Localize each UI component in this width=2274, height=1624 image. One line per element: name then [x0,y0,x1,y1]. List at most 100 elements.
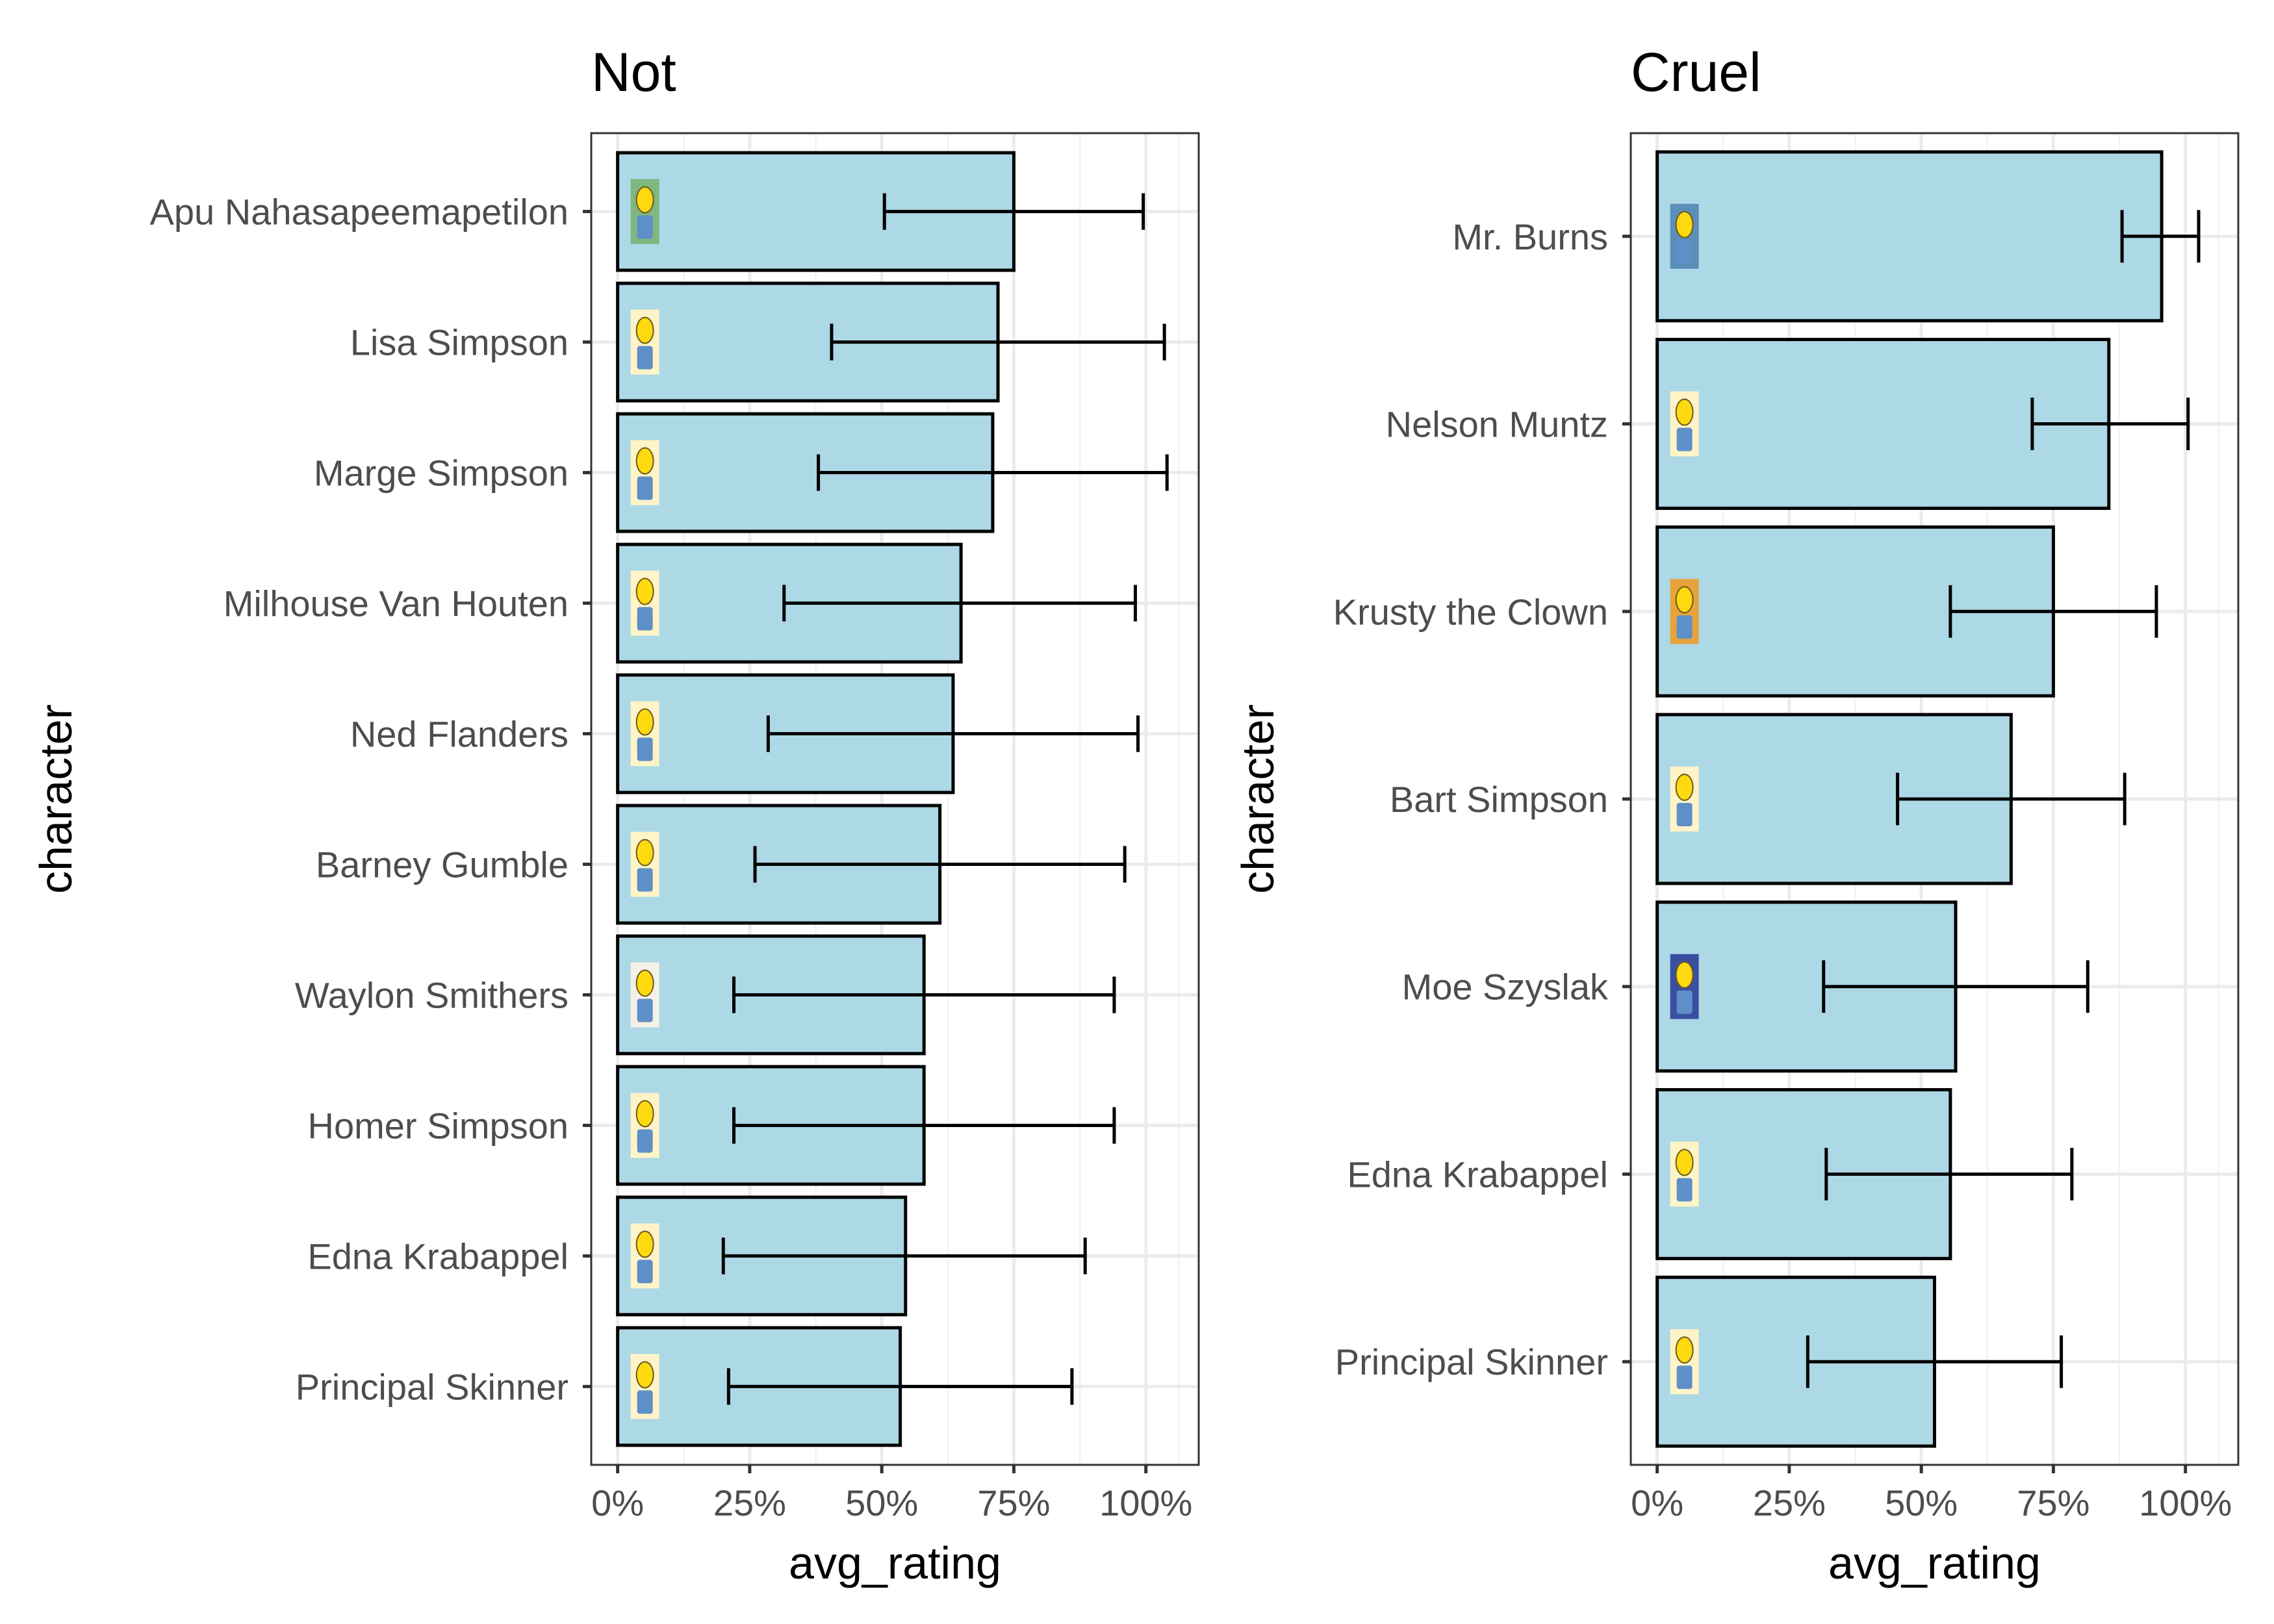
icon-head [1675,586,1694,614]
error-bar [1824,1148,2074,1200]
y-tick-label: Krusty the Clown [1333,591,1608,632]
icon-body [637,607,653,631]
error-bar [766,715,1140,752]
icon-body [1676,803,1693,826]
x-tick-label: 0% [1631,1482,1683,1523]
y-tick-label: Milhouse Van Houten [224,583,568,624]
error-bar [2030,398,2190,450]
y-tick-label: Ned Flanders [350,714,568,755]
y-tick-label: Principal Skinner [296,1366,568,1407]
y-tick-label: Edna Krabappel [1347,1154,1608,1195]
icon-head [635,1230,654,1258]
error-bar [721,1237,1087,1275]
y-tick-label: Lisa Simpson [350,322,568,363]
panel-title: Not [591,42,676,103]
icon-body [637,476,653,500]
panel-border [590,132,1200,1466]
error-bar [2120,210,2201,263]
x-tick-label: 50% [845,1482,918,1523]
error-bar [830,324,1166,361]
icon-head [635,186,654,214]
homer-simpson-icon [630,1093,659,1158]
y-axis-title: character [1233,704,1283,894]
x-tick-label: 25% [1753,1482,1826,1523]
nelson-muntz-icon [1670,391,1699,457]
error-bar [1806,1335,2063,1388]
icon-head [1675,1148,1694,1176]
error-bar [1822,960,2089,1013]
x-axis-title: avg_rating [1828,1538,2041,1588]
x-tick-label: 100% [1099,1482,1192,1523]
y-tick-label: Waylon Smithers [295,974,568,1015]
error-bar [882,193,1145,230]
icon-head [635,969,654,997]
krusty-the-clown-icon [1670,579,1699,644]
x-axis-title: avg_rating [789,1538,1001,1588]
bar-mr-burns [1655,150,2164,323]
icon-head [1675,1336,1694,1364]
x-tick-label: 100% [2139,1482,2232,1523]
icon-head [1675,961,1694,989]
principal-skinner-icon [1670,1329,1699,1395]
error-bar [753,846,1127,883]
y-tick-label: Nelson Muntz [1386,404,1608,445]
x-tick-label: 0% [591,1482,644,1523]
icon-head [635,1100,654,1128]
icon-body [637,737,653,761]
y-tick-label: Mr. Burns [1452,216,1608,257]
principal-skinner-icon [630,1354,659,1419]
moe-szyslak-icon [1670,954,1699,1019]
edna-krabappel-icon [630,1223,659,1289]
y-tick-label: Marge Simpson [314,453,568,494]
y-tick-label: Homer Simpson [308,1105,568,1146]
y-tick-label: Apu Nahasapeemapetilon [150,192,568,233]
bart-simpson-icon [1670,767,1699,831]
error-bar [732,976,1116,1013]
y-tick-label: Edna Krabappel [307,1236,568,1276]
mr-burns-icon [1670,203,1699,269]
icon-body [1676,240,1693,264]
waylon-smithers-icon [630,962,659,1028]
apu-icon [630,179,659,244]
chart-panel-not: Apu Nahasapeemapetilon Lisa Simpson Marge … [31,42,1200,1588]
y-tick-label: Moe Szyslak [1402,967,1609,1008]
icon-head [635,839,654,867]
icon-head [1675,398,1694,426]
marge-simpson-icon [630,440,659,505]
barney-gumble-icon [630,831,659,897]
icon-body [1676,1365,1693,1389]
panel-title: Cruel [1631,42,1761,103]
edna-krabappel-icon [1670,1141,1699,1207]
error-bar [1948,585,2158,638]
icon-body [637,1390,653,1414]
icon-body [637,346,653,370]
chart-panel-cruel: Mr. Burns Nelson Muntz Krusty the Clown Bar… [1233,42,2240,1588]
icon-head [1675,774,1694,801]
error-bar [817,454,1169,491]
error-bar [732,1107,1116,1144]
icon-head [635,316,654,344]
x-tick-label: 75% [2017,1482,2089,1523]
icon-head [635,708,654,736]
icon-body [637,1260,653,1284]
y-tick-label: Principal Skinner [1335,1341,1608,1382]
y-tick-label: Barney Gumble [316,844,568,885]
error-bar [782,585,1137,622]
y-axis-title: character [31,704,81,894]
lisa-simpson-icon [630,309,659,375]
icon-head [635,447,654,475]
icon-body [1676,990,1693,1014]
milhouse-icon [630,570,659,636]
icon-body [637,868,653,892]
error-bar [726,1368,1074,1405]
icon-head [1675,210,1694,238]
error-bar [1896,772,2127,826]
icon-body [637,1129,653,1153]
x-tick-label: 25% [713,1482,786,1523]
icon-head [635,1361,654,1389]
x-tick-label: 50% [1885,1482,1958,1523]
icon-body [1676,427,1693,451]
x-tick-label: 75% [977,1482,1050,1523]
